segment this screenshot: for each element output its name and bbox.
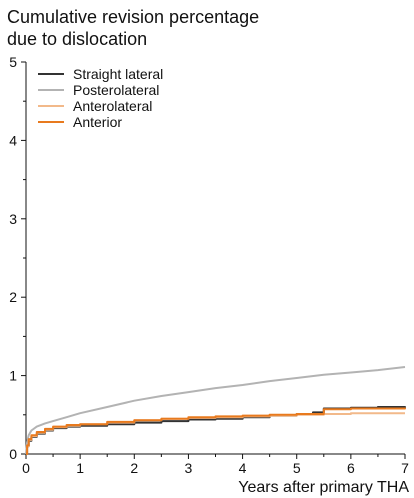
y-tick-label: 2 [9,289,17,305]
x-tick-label: 0 [22,460,30,476]
x-axis-label: Years after primary THA [238,479,409,496]
y-tick-label: 0 [9,446,17,462]
axes: 0 1 2 3 4 5 0 1 2 3 4 5 6 7 [9,54,409,476]
series-line-posterolateral [25,366,406,455]
x-tick-label: 1 [76,460,84,476]
legend-label-posterolateral: Posterolateral [73,82,159,98]
chart-title-line-1: Cumulative revision percentage [7,7,260,27]
x-tick-label: 5 [293,460,301,476]
chart-title: Cumulative revision percentage due to di… [7,6,259,50]
y-tick-label: 5 [9,54,17,70]
x-tick-label: 3 [185,460,193,476]
series-lines [25,366,406,455]
legend-label-straight-lateral: Straight lateral [73,66,163,82]
x-tick-label: 4 [239,460,247,476]
x-tick-label: 6 [347,460,355,476]
x-tick-label: 7 [401,460,409,476]
y-tick-label: 3 [9,211,17,227]
x-tick-label: 2 [130,460,138,476]
y-tick-label: 1 [9,368,17,384]
legend: Straight lateralPosterolateralAnterolate… [38,66,163,130]
legend-label-anterolateral: Anterolateral [73,98,152,114]
series-line-anterior [26,407,406,455]
chart-title-line-2: due to dislocation [7,29,148,49]
y-tick-label: 4 [9,132,17,148]
legend-label-anterior: Anterior [73,114,122,130]
